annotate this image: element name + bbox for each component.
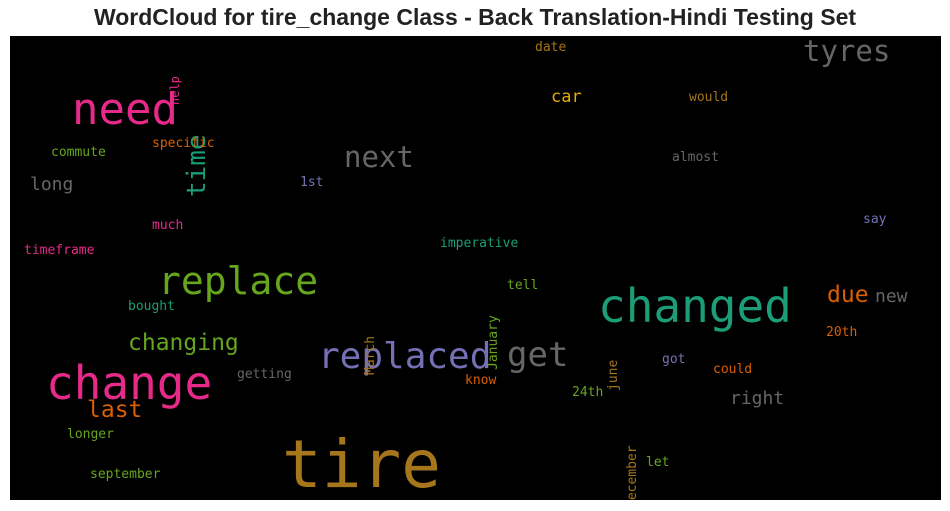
word-bought: bought xyxy=(128,299,175,314)
word-new: new xyxy=(875,286,908,307)
word-january: January xyxy=(486,315,501,370)
word-would: would xyxy=(689,90,729,105)
word-june: june xyxy=(606,359,621,391)
word-commute: commute xyxy=(51,145,106,160)
word-change: change xyxy=(46,356,213,410)
word-specific: specific xyxy=(152,136,215,151)
word-replaced: replaced xyxy=(318,336,492,377)
word-right: right xyxy=(730,388,785,409)
word-could: could xyxy=(713,362,753,377)
word-much: much xyxy=(152,218,184,233)
word-longer: longer xyxy=(67,427,114,442)
word-help: help xyxy=(168,76,182,105)
chart-title: WordCloud for tire_change Class - Back T… xyxy=(93,4,857,30)
word-getting: getting xyxy=(237,367,292,382)
word-changed: changed xyxy=(598,279,792,333)
word-march: March xyxy=(363,335,378,375)
word-date: date xyxy=(535,40,567,55)
word-almost: almost xyxy=(672,150,719,165)
word-due: due xyxy=(827,282,869,308)
word-tell: tell xyxy=(507,278,539,293)
word-last: last xyxy=(87,397,143,423)
word-changing: changing xyxy=(128,330,239,356)
word-get: get xyxy=(507,335,569,375)
word-know: know xyxy=(465,373,497,388)
word-timeframe: timeframe xyxy=(24,243,95,258)
word-long: long xyxy=(30,174,74,195)
word-imperative: imperative xyxy=(440,236,519,251)
word-20th: 20th xyxy=(826,325,858,340)
word-car: car xyxy=(551,87,582,107)
word-got: got xyxy=(662,352,686,367)
wordcloud-canvas: tire change changed need replace replaced get t… xyxy=(10,36,941,500)
word-december: December xyxy=(625,445,640,500)
word-tyres: tyres xyxy=(803,36,891,68)
word-september: september xyxy=(90,467,161,482)
word-next: next xyxy=(344,140,414,174)
word-24th: 24th xyxy=(572,385,604,400)
word-replace: replace xyxy=(158,259,319,303)
word-need: need xyxy=(72,84,178,135)
word-let: let xyxy=(646,455,670,470)
word-say: say xyxy=(863,212,887,227)
word-1st: 1st xyxy=(300,175,324,190)
word-tire: tire xyxy=(282,426,441,500)
